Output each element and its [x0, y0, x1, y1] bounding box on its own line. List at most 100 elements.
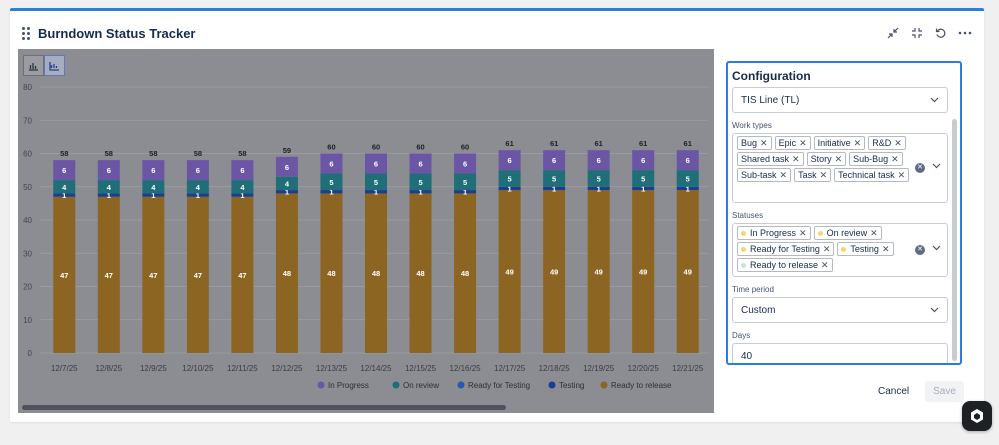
time-period-select[interactable]: Custom: [732, 297, 948, 323]
app-launcher-button[interactable]: [962, 401, 992, 431]
bar-segment[interactable]: [186, 160, 209, 181]
bar-segment[interactable]: [53, 193, 76, 197]
remove-icon[interactable]: ✕: [822, 243, 831, 254]
bar-segment[interactable]: [53, 160, 76, 181]
bar-segment[interactable]: [587, 186, 610, 191]
remove-icon[interactable]: ✕: [799, 227, 807, 238]
work-type-chip[interactable]: Sub-Bug ✕: [849, 152, 903, 166]
bar-segment[interactable]: [320, 190, 343, 194]
remove-icon[interactable]: ✕: [891, 153, 899, 164]
bar-segment[interactable]: [587, 170, 610, 187]
bar-segment[interactable]: [320, 193, 343, 353]
remove-icon[interactable]: ✕: [897, 169, 906, 180]
work-type-chip[interactable]: Epic ✕: [774, 136, 811, 150]
bar-segment[interactable]: [231, 160, 254, 181]
bar-chart-icon[interactable]: [23, 55, 44, 76]
bar-segment[interactable]: [632, 190, 655, 353]
bar-segment[interactable]: [97, 180, 120, 194]
work-type-chip[interactable]: Shared task ✕: [737, 152, 804, 166]
bar-segment[interactable]: [97, 196, 120, 353]
remove-icon[interactable]: ✕: [819, 169, 828, 180]
work-type-chip[interactable]: Task ✕: [794, 168, 832, 182]
bar-segment[interactable]: [186, 193, 209, 197]
refresh-icon[interactable]: [934, 26, 948, 40]
clear-work-types-icon[interactable]: ✕: [915, 163, 925, 173]
bar-segment[interactable]: [676, 190, 699, 353]
bar-segment[interactable]: [454, 193, 477, 353]
bar-segment[interactable]: [498, 190, 521, 353]
days-input[interactable]: 40: [732, 343, 948, 363]
cancel-button[interactable]: Cancel: [870, 381, 917, 402]
status-chip[interactable]: On review ✕: [813, 226, 882, 240]
status-chip[interactable]: Ready to release ✕: [737, 258, 833, 272]
remove-icon[interactable]: ✕: [853, 137, 862, 148]
work-type-chip[interactable]: R&D ✕: [868, 136, 906, 150]
bar-segment[interactable]: [365, 193, 387, 353]
bar-segment[interactable]: [409, 193, 432, 353]
bar-segment[interactable]: [676, 150, 699, 171]
remove-icon[interactable]: ✕: [894, 137, 902, 148]
remove-icon[interactable]: ✕: [834, 153, 843, 164]
bar-segment[interactable]: [409, 173, 432, 191]
work-type-chip[interactable]: Initiative ✕: [813, 136, 866, 150]
chart-horizontal-scrollbar[interactable]: [22, 405, 506, 410]
chevron-down-icon[interactable]: [932, 163, 941, 169]
bar-segment[interactable]: [186, 196, 209, 353]
statuses-multiselect[interactable]: In Progress ✕ On review ✕ Ready for Testing ✕…: [732, 223, 948, 277]
bar-segment[interactable]: [454, 173, 477, 191]
chevron-down-icon[interactable]: [932, 245, 941, 251]
remove-icon[interactable]: ✕: [792, 153, 800, 164]
bar-segment[interactable]: [275, 176, 298, 191]
bar-segment[interactable]: [543, 186, 566, 191]
bar-segment[interactable]: [498, 150, 521, 171]
bar-segment[interactable]: [632, 170, 655, 187]
bar-segment[interactable]: [186, 180, 209, 194]
bar-segment[interactable]: [587, 190, 610, 353]
bar-segment[interactable]: [142, 196, 165, 353]
bar-segment[interactable]: [543, 150, 566, 171]
bar-segment[interactable]: [498, 186, 521, 191]
bar-segment[interactable]: [365, 190, 387, 194]
remove-icon[interactable]: ✕: [799, 137, 807, 148]
bar-segment[interactable]: [632, 150, 655, 171]
remove-icon[interactable]: ✕: [779, 169, 788, 180]
drag-handle-icon[interactable]: [22, 27, 30, 40]
work-type-chip[interactable]: Sub-task ✕: [737, 168, 792, 182]
bar-segment[interactable]: [97, 160, 120, 181]
clear-statuses-icon[interactable]: ✕: [915, 245, 925, 255]
remove-icon[interactable]: ✕: [821, 259, 829, 270]
more-icon[interactable]: [958, 26, 972, 40]
bar-segment[interactable]: [454, 190, 477, 194]
bar-segment[interactable]: [275, 190, 298, 194]
board-select[interactable]: TIS Line (TL): [732, 87, 948, 113]
status-chip[interactable]: Ready for Testing ✕: [737, 242, 835, 256]
bar-segment[interactable]: [231, 193, 254, 197]
work-type-chip[interactable]: Story ✕: [806, 152, 847, 166]
work-type-chip[interactable]: Bug ✕: [737, 136, 772, 150]
bar-segment[interactable]: [142, 180, 165, 194]
bar-segment[interactable]: [409, 153, 432, 174]
bar-segment[interactable]: [320, 173, 343, 191]
bar-segment[interactable]: [231, 180, 254, 194]
bar-segment[interactable]: [231, 196, 254, 353]
work-types-multiselect[interactable]: Bug ✕ Epic ✕ Initiative ✕ R&D ✕ Shared task ✕ Stor…: [732, 133, 948, 203]
bar-segment[interactable]: [320, 153, 343, 174]
bar-segment[interactable]: [53, 180, 76, 194]
bar-segment[interactable]: [676, 170, 699, 187]
bar-segment[interactable]: [365, 153, 387, 174]
status-chip[interactable]: In Progress ✕: [737, 226, 811, 240]
bar-segment[interactable]: [587, 150, 610, 171]
save-button[interactable]: Save: [925, 381, 964, 402]
shrink-icon[interactable]: [910, 26, 924, 40]
bar-segment[interactable]: [543, 190, 566, 353]
remove-icon[interactable]: ✕: [881, 243, 890, 254]
bar-segment[interactable]: [543, 170, 566, 187]
bar-segment[interactable]: [97, 193, 120, 197]
bar-segment[interactable]: [142, 160, 165, 181]
status-chip[interactable]: Testing ✕: [837, 242, 894, 256]
bar-segment[interactable]: [498, 170, 521, 187]
remove-icon[interactable]: ✕: [760, 137, 768, 148]
bar-segment[interactable]: [454, 153, 477, 174]
bar-segment[interactable]: [275, 193, 298, 353]
bar-segment[interactable]: [676, 186, 699, 191]
